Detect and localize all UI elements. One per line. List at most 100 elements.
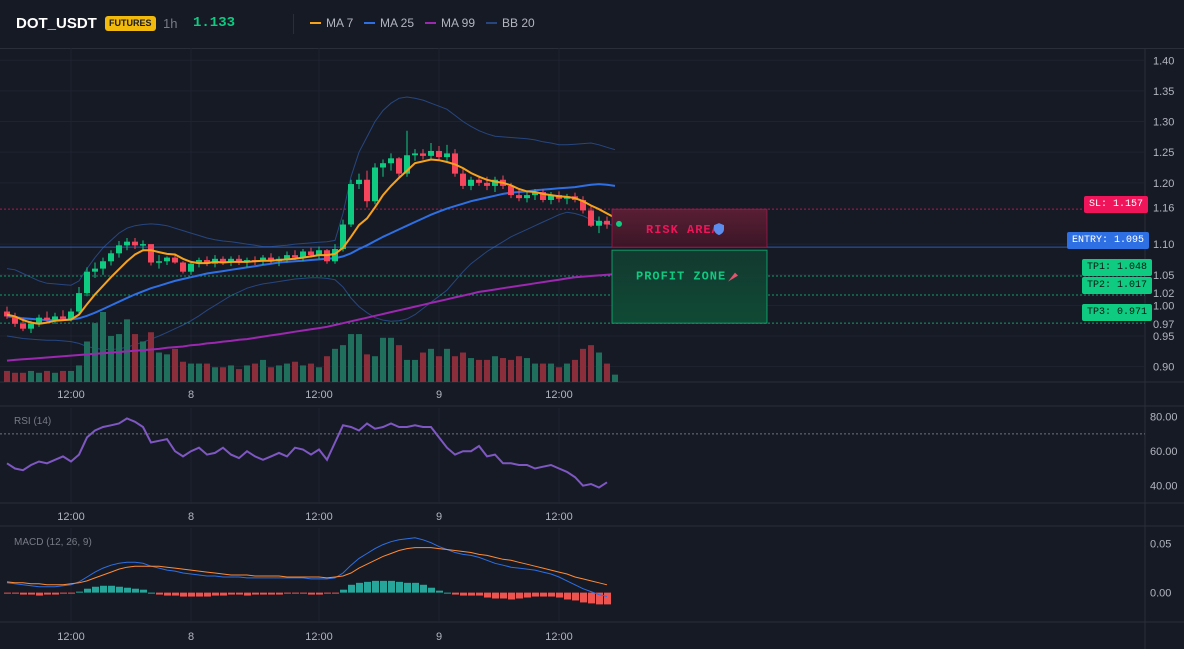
volume-bar-34: [276, 365, 282, 382]
profit-zone: [611, 249, 768, 324]
volume-bar-59: [476, 359, 482, 382]
volume-bar-28: [228, 365, 234, 382]
ma99-swatch: [425, 22, 436, 24]
macd-hist-bar-5: [44, 592, 51, 595]
legend-ma99[interactable]: MA 99: [425, 16, 475, 30]
volume-bar-21: [172, 348, 178, 382]
candle-body-32: [260, 257, 266, 262]
volume-bar-25: [204, 363, 210, 382]
macd-hist-bar-62: [500, 592, 507, 599]
candle-body-28: [228, 258, 234, 263]
volume-bar-63: [508, 359, 514, 382]
volume-bar-45: [364, 354, 370, 382]
macd-hist-bar-35: [284, 592, 291, 594]
volume-bar-57: [460, 352, 466, 382]
candle-body-67: [540, 192, 546, 200]
volume-bar-13: [108, 335, 114, 382]
candle-body-47: [380, 163, 386, 168]
macd-hist-bar-53: [428, 587, 435, 593]
candle-body-48: [388, 158, 394, 164]
macd-hist-bar-32: [260, 592, 267, 595]
legend-ma7[interactable]: MA 7: [310, 16, 353, 30]
volume-bar-67: [540, 363, 546, 382]
macd-hist-bar-46: [372, 580, 379, 593]
volume-bar-47: [380, 337, 386, 382]
candle-body-72: [580, 199, 586, 211]
rsi-line: [6, 417, 608, 489]
volume-bar-43: [348, 334, 354, 382]
legend-ma99-label: MA 99: [441, 16, 476, 30]
macd-hist-bar-13: [108, 585, 115, 593]
macd-hist-bar-22: [180, 592, 187, 597]
volume-bar-70: [564, 363, 570, 382]
macd-hist-bar-29: [236, 592, 243, 595]
tp1-label: TP1: 1.048: [1087, 262, 1148, 273]
macd-hist-bar-36: [292, 592, 299, 594]
legend-ma25[interactable]: MA 25: [364, 16, 414, 30]
volume-bar-54: [436, 356, 442, 382]
candle-body-43: [348, 184, 354, 225]
macd-hist-bar-31: [252, 592, 259, 595]
candle-body-17: [140, 244, 146, 246]
candle-body-2: [20, 323, 26, 329]
macd-time-tick-2: 12:00: [305, 631, 333, 643]
macd-hist-bar-11: [92, 586, 99, 593]
rsi-axis-tick-0: 80.00: [1150, 412, 1178, 424]
candle-body-59: [476, 179, 482, 183]
volume-bar-32: [260, 359, 266, 382]
macd-hist-bar-63: [508, 592, 515, 600]
chart-header: DOT_USDT FUTURES 1h 1.133 MA 7 MA 25 MA …: [0, 0, 1184, 49]
candle-body-73: [588, 210, 594, 226]
volume-bar-74: [596, 352, 602, 382]
macd-hist-bar-34: [276, 592, 283, 595]
volume-bar-12: [100, 312, 106, 382]
candle-body-52: [420, 153, 426, 156]
macd-hist-bar-9: [76, 591, 83, 593]
macd-hist-bar-1: [12, 592, 19, 594]
macd-hist-bar-18: [148, 592, 155, 594]
macd-hist-bar-26: [212, 592, 219, 596]
volume-bar-35: [284, 363, 290, 382]
volume-bar-30: [244, 365, 250, 382]
candle-body-66: [532, 192, 538, 196]
macd-hist-bar-49: [396, 581, 403, 593]
rsi-time-tick-3: 9: [436, 511, 442, 523]
rsi-time-tick-2: 12:00: [305, 511, 333, 523]
candle-body-23: [188, 263, 194, 272]
candle-body-9: [76, 293, 82, 312]
macd-hist-bar-23: [188, 592, 195, 597]
macd-hist-bar-69: [556, 592, 563, 598]
candle-body-22: [180, 262, 186, 272]
candle-body-16: [132, 241, 138, 246]
candle-body-12: [100, 261, 106, 269]
macd-hist-bar-28: [228, 592, 235, 595]
volume-bar-1: [12, 372, 18, 382]
timeframe-selector[interactable]: 1h: [163, 16, 178, 31]
volume-bar-65: [524, 358, 530, 382]
price-axis-tick-12: 0.90: [1153, 362, 1174, 374]
entry-price-tag: ENTRY: 1.095: [1067, 232, 1150, 249]
volume-bar-69: [556, 367, 562, 382]
volume-bar-49: [396, 345, 402, 382]
candle-body-7: [60, 316, 66, 319]
candle-body-51: [412, 153, 418, 156]
rocket-icon: [728, 272, 738, 282]
volume-bar-73: [588, 345, 594, 382]
macd-hist-bar-68: [548, 592, 555, 597]
macd-hist-bar-52: [420, 584, 427, 593]
last-price-dot: [616, 220, 622, 227]
volume-bar-58: [468, 358, 474, 382]
legend-bb20[interactable]: BB 20: [486, 16, 535, 30]
legend-ma7-label: MA 7: [326, 16, 354, 30]
macd-hist-bar-38: [308, 592, 315, 595]
volume-bar-53: [428, 348, 434, 382]
candle-body-11: [92, 268, 98, 272]
volume-bar-29: [236, 369, 242, 382]
macd-hist-bar-59: [476, 592, 483, 596]
macd-hist-bar-33: [268, 592, 275, 595]
volume-bar-10: [84, 341, 90, 382]
volume-bar-16: [132, 334, 138, 382]
macd-hist-bar-24: [196, 592, 203, 597]
symbol-name[interactable]: DOT_USDT: [16, 15, 97, 32]
